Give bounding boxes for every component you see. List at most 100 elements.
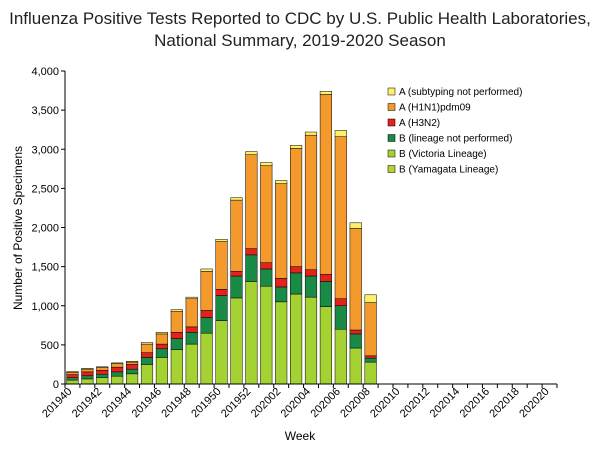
bar-segment — [66, 379, 79, 385]
bar-segment — [245, 151, 258, 155]
y-tick-label: 4,000 — [31, 66, 59, 78]
legend-swatch — [387, 118, 396, 127]
x-ticks-group: 2019402019422019442019462019482019502019… — [40, 384, 558, 420]
bar-segment — [349, 329, 362, 335]
x-tick-label: 201948 — [159, 386, 193, 420]
bar-segment — [260, 285, 273, 385]
legend-label: B (Yamagata Lineage) — [399, 165, 498, 176]
bar-segment — [290, 145, 303, 149]
bar-segment — [230, 197, 243, 201]
bar-segment — [364, 355, 377, 359]
bars-group — [66, 91, 377, 385]
bar-segment — [290, 293, 303, 385]
legend-swatch — [387, 165, 396, 173]
y-tick-label: 500 — [41, 340, 59, 352]
bar-segment — [260, 165, 273, 263]
bar-segment — [111, 366, 124, 373]
bar-segment — [290, 148, 303, 267]
bar-segment — [245, 248, 258, 256]
bar-segment — [96, 366, 109, 368]
bar-segment — [81, 378, 94, 385]
bar-segment — [140, 352, 154, 358]
bar-segment — [319, 91, 332, 95]
bar-segment — [81, 375, 94, 380]
bar-segment — [126, 364, 139, 370]
legend-label: A (H3N2) — [399, 118, 440, 129]
bar-segment — [66, 372, 79, 375]
x-tick-label: 201950 — [189, 386, 223, 420]
bar-segment — [319, 274, 332, 282]
bar-segment — [66, 374, 79, 378]
bar-segment — [185, 326, 198, 333]
y-tick-label: 0 — [53, 379, 59, 391]
bar-segment — [200, 271, 213, 311]
x-axis-label: Week — [285, 429, 316, 443]
x-tick-label: 202020 — [517, 386, 551, 420]
bar-segment — [185, 298, 198, 328]
y-tick-label: 1,000 — [31, 301, 59, 313]
legend-label: A (subtyping not performed) — [399, 87, 522, 98]
bar-segment — [170, 310, 183, 333]
x-tick-label: 202018 — [487, 386, 521, 420]
y-tick-label: 2,500 — [31, 183, 59, 195]
bar-segment — [230, 275, 243, 299]
bar-segment — [170, 349, 183, 385]
y-axis-label: Number of Positive Specimens — [11, 146, 25, 310]
bar-segment — [319, 306, 332, 385]
bar-segment — [96, 377, 109, 385]
bar-segment — [275, 180, 288, 184]
x-tick-label: 202002 — [249, 386, 283, 420]
legend: A (subtyping not performed) A (H1N1)pdm09… — [387, 87, 522, 176]
x-tick-label: 202010 — [368, 386, 402, 420]
bar-segment — [170, 309, 183, 312]
bar-segment — [304, 134, 318, 271]
bar-segment — [155, 343, 168, 350]
x-tick-label: 202014 — [428, 386, 462, 420]
bar-segment — [111, 363, 124, 368]
y-tick-label: 1,500 — [31, 262, 59, 274]
legend-label: A (H1N1)pdm09 — [399, 103, 471, 114]
bar-segment — [304, 131, 318, 136]
bar-segment — [349, 347, 362, 385]
bar-segment — [96, 367, 109, 371]
bar-segment — [230, 199, 243, 272]
bar-segment — [140, 343, 154, 353]
bar-segment — [66, 377, 79, 381]
bar-segment — [319, 94, 332, 275]
bar-segment — [215, 238, 228, 242]
y-ticks-group: 0 500 1,000 1,500 2,000 2,500 3,000 3,500 4,000 — [31, 66, 65, 391]
bar-segment — [111, 371, 124, 377]
bar-segment — [334, 298, 347, 306]
x-tick-label: 202006 — [308, 386, 342, 420]
bar-segment — [215, 320, 228, 385]
bar-segment — [349, 222, 362, 229]
bar-segment — [81, 368, 94, 373]
bar-segment — [155, 357, 168, 385]
legend-label: B (lineage not performed) — [399, 134, 512, 145]
x-tick-label: 201946 — [130, 386, 164, 420]
legend-label: B (Victoria Lineage) — [399, 149, 487, 160]
bar-segment — [290, 266, 303, 274]
bar-segment — [245, 254, 258, 282]
bar-segment — [96, 370, 109, 375]
bar-segment — [290, 272, 303, 295]
bar-segment — [334, 328, 347, 385]
bar-segment — [304, 275, 318, 298]
bar-segment — [275, 278, 288, 288]
bar-segment — [140, 357, 154, 365]
bar-segment — [215, 289, 228, 296]
x-tick-label: 202016 — [458, 386, 492, 420]
legend-swatch — [387, 87, 396, 96]
bar-segment — [319, 281, 332, 307]
bar-segment — [185, 296, 198, 299]
bar-segment — [215, 295, 228, 321]
x-tick-label: 202012 — [398, 386, 432, 420]
bar-segment — [155, 348, 168, 358]
bar-segment — [200, 317, 213, 334]
legend-swatch — [387, 134, 396, 142]
y-tick-label: 2,000 — [31, 223, 59, 235]
bar-segment — [215, 241, 228, 290]
bar-segment — [334, 130, 347, 137]
bar-segment — [155, 333, 168, 345]
